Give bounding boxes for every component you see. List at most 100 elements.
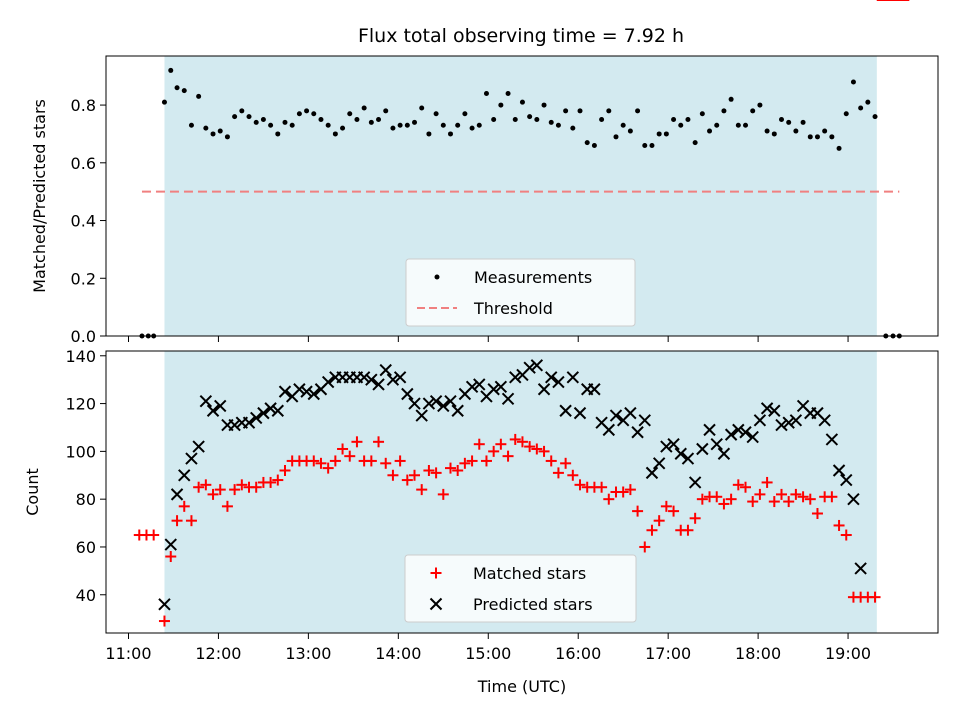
marker-stroke [408, 397, 421, 410]
measurement-point [656, 131, 662, 137]
measurement-point [591, 142, 597, 148]
predicted-star-point [300, 385, 313, 398]
matched-star-point [617, 486, 629, 498]
measurement-point [778, 117, 784, 123]
matched-star-point [365, 455, 377, 467]
matched-star-point [783, 496, 795, 508]
predicted-star-point [401, 387, 414, 401]
measurement-point [872, 114, 878, 120]
matched-star-point [409, 469, 421, 481]
predicted-star-point [710, 437, 723, 451]
measurement-point [469, 125, 475, 131]
measurement-point [807, 134, 813, 140]
measurement-point [850, 79, 856, 85]
marker-stroke [566, 371, 580, 384]
matched-star-point [531, 443, 543, 455]
matched-star-point [754, 488, 766, 500]
predicted-star-point [379, 363, 392, 377]
measurement-point [217, 128, 223, 134]
marker-stroke [595, 416, 608, 429]
matched-star-point [178, 500, 190, 512]
measurement-point [527, 114, 533, 120]
marker-stroke [523, 361, 536, 374]
marker-stroke [710, 437, 723, 451]
matched-star-point [322, 462, 334, 474]
measurement-point [771, 131, 777, 137]
matched-star-point [214, 484, 226, 496]
measurement-point [491, 117, 497, 123]
predicted-star-point [652, 457, 666, 470]
count-panel: 40 60 80 100 120 140 11:00 12:00 13:00 14:00 15:0… [23, 0, 939, 696]
measurement-point [210, 131, 216, 137]
measurement-point [426, 131, 432, 137]
predicted-star-point [473, 378, 486, 391]
measurements-legend-marker [434, 274, 440, 280]
measurement-point [275, 131, 281, 137]
predicted-star-point [206, 404, 220, 417]
marker-stroke [509, 371, 522, 384]
measurement-point [757, 102, 763, 108]
matched-star-point [790, 488, 802, 500]
predicted-star-point [178, 469, 191, 482]
measurement-point [196, 93, 202, 99]
marker-stroke [645, 466, 659, 480]
marker-stroke [365, 373, 378, 386]
x-tick-label: 11:00 [105, 644, 151, 663]
measurement-point [800, 119, 806, 125]
marker-stroke [465, 380, 479, 394]
measurement-point [253, 119, 259, 125]
marker-stroke [422, 397, 436, 410]
predicted-star-point [250, 411, 263, 425]
matched-star-point [740, 481, 752, 493]
measurement-point [555, 122, 561, 128]
predicted-star-point [278, 385, 292, 398]
measurement-point [390, 125, 396, 131]
predicted-star-point [588, 383, 601, 396]
matched-star-point [337, 443, 349, 455]
predicted-star-point [681, 452, 695, 465]
marker-stroke [789, 414, 803, 427]
predicted-star-point [214, 399, 227, 413]
predicted-star-point [552, 375, 565, 389]
marker-stroke [257, 406, 270, 420]
measurement-point [361, 105, 367, 111]
predicted-star-point [667, 437, 680, 451]
time-x-ticks: 11:00 12:00 13:00 14:00 15:00 16:00 17:00 18:00… [105, 633, 871, 663]
matched-star-point [524, 441, 536, 453]
threshold-legend-label: Threshold [473, 299, 553, 318]
marker-stroke [278, 385, 292, 398]
marker-stroke [214, 399, 227, 413]
predicted-star-point [372, 378, 385, 391]
measurement-point [347, 111, 353, 117]
matched-star-point [624, 484, 636, 496]
measurement-point [232, 114, 238, 120]
predicted-star-point [164, 538, 177, 551]
predicted-star-point [717, 447, 731, 460]
marker-stroke [609, 409, 623, 422]
marker-stroke [250, 411, 263, 425]
matched-star-point [165, 551, 177, 563]
predicted-star-point [523, 361, 536, 374]
predicted-star-point [854, 562, 867, 575]
ratio-panel: 0.00.20.40.60.8 Matched/Predicted stars … [30, 55, 939, 346]
measurement-point [865, 99, 871, 105]
matched-star-point [329, 455, 341, 467]
marker-stroke [192, 440, 205, 453]
x-tick-label: 16:00 [555, 644, 601, 663]
marker-stroke [545, 371, 558, 384]
measurement-point [224, 134, 230, 140]
measurement-point [663, 131, 669, 137]
measurement-point [483, 91, 489, 97]
marker-stroke [688, 476, 702, 489]
predicted-star-point [573, 406, 587, 420]
matched-star-point [574, 479, 586, 491]
ratio-legend: Measurements Threshold [405, 258, 636, 327]
y-tick-label: 140 [65, 347, 96, 366]
predicted-star-point [444, 394, 457, 408]
predicted-star-point [631, 426, 644, 439]
count-legend-box [404, 554, 637, 623]
marker-stroke [429, 597, 443, 611]
measurement-point [260, 117, 266, 123]
matched-star-point [833, 519, 845, 531]
measurement-point [714, 122, 720, 128]
